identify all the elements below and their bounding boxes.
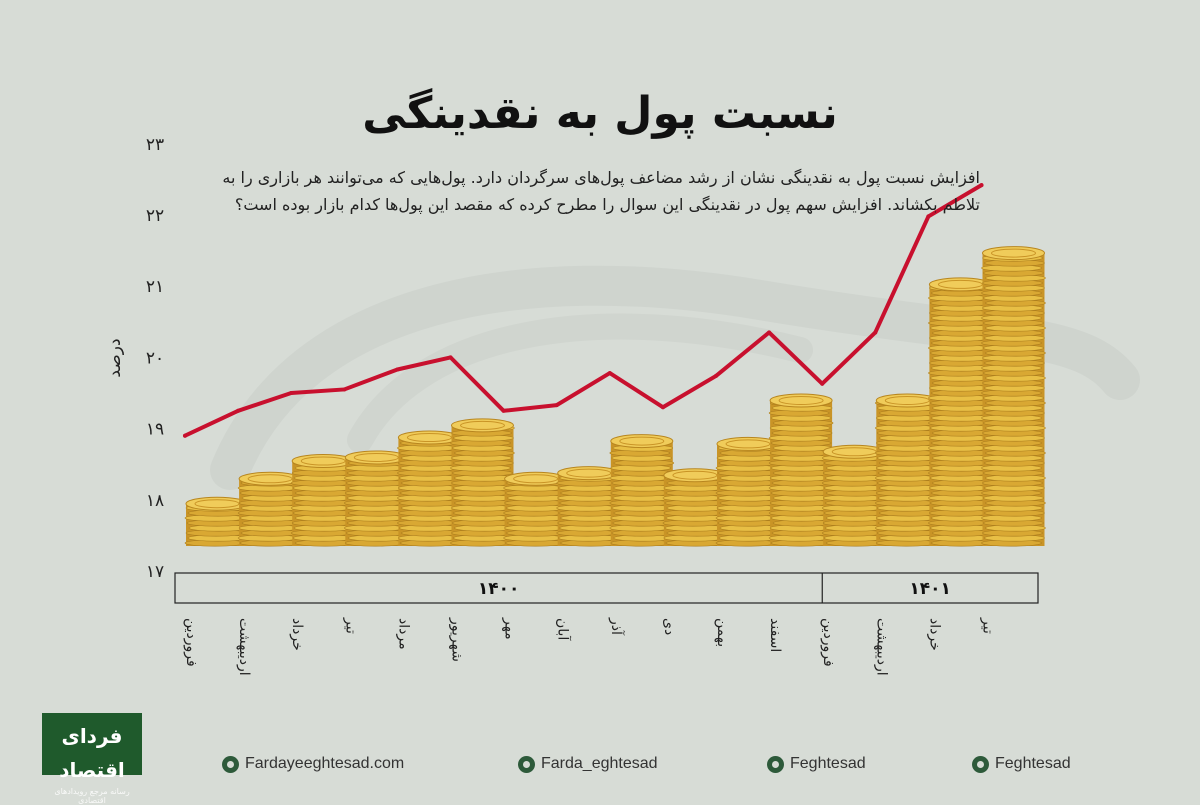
y-tick-label: ۱۷ [146, 562, 164, 582]
y-tick-label: ۲۲ [146, 206, 164, 226]
month-label: تیر [980, 617, 996, 634]
month-label: بهمن [714, 618, 730, 647]
year-bar [174, 572, 1039, 604]
chart-title: نسبت پول به نقدینگی [362, 88, 838, 139]
coin-stack [556, 466, 622, 547]
footer-telegram-text: Feghtesad [790, 755, 866, 772]
data-point [714, 373, 718, 378]
data-point [820, 381, 825, 386]
month-label: آبان [555, 618, 572, 641]
twitter-icon [972, 755, 989, 773]
data-point [607, 371, 612, 376]
footer-twitter[interactable]: Feghtesad [972, 752, 1071, 776]
data-point [873, 330, 878, 335]
y-tick-label: ۱۸ [146, 491, 164, 511]
coin-stack [768, 393, 834, 547]
data-point [979, 183, 984, 188]
watermark [210, 265, 1140, 490]
chart-description: افزایش نسبت پول به نقدینگی نشان از رشد م… [222, 168, 980, 214]
footer-telegram[interactable]: Feghtesad [767, 752, 866, 776]
telegram-icon [767, 755, 784, 773]
y-axis-label: درصد [105, 338, 125, 378]
month-label: تیر [342, 617, 358, 634]
coin-stack [981, 246, 1046, 547]
logo-tagline: رسانه مرجع رویدادهای اقتصادی [54, 787, 130, 805]
coin-stack [290, 454, 356, 547]
year-label: ۱۴۰۰ [478, 579, 520, 599]
coin-stack [450, 418, 515, 547]
coin-stack [715, 436, 781, 547]
month-label: دی [661, 618, 677, 635]
x-axis-month-labels: فروردین اردیبهشت خرداد تیر مرداد شهریور مهر آبا… [183, 617, 996, 676]
y-tick-label: ۱۹ [146, 420, 164, 440]
coin-stacks [184, 246, 1046, 547]
instagram-icon [518, 755, 535, 773]
y-axis-ticks: ۱۷ ۱۸ ۱۹ ۲۰ ۲۱ ۲۲ ۲۳ [146, 135, 164, 582]
data-point [395, 367, 400, 372]
coin-stack [184, 496, 250, 547]
coin-stack [503, 471, 568, 547]
data-point [342, 387, 347, 392]
coin-stack [928, 277, 993, 547]
month-label: شهریور [449, 617, 465, 662]
footer-website[interactable]: Fardayeeghtesad.com [222, 752, 404, 776]
year-label: ۱۴۰۱ [909, 579, 951, 599]
coin-stack [397, 430, 462, 547]
data-point [660, 405, 665, 410]
month-label: اسفند [767, 618, 783, 652]
footer-twitter-text: Feghtesad [995, 755, 1071, 772]
month-label: مهر [502, 617, 518, 640]
data-point [767, 330, 772, 335]
footer-website-text: Fardayeeghtesad.com [245, 755, 405, 772]
line-series-layer [183, 183, 984, 438]
month-label: مرداد [395, 618, 411, 650]
footer-instagram-text: Farda_eghtesad [541, 755, 658, 772]
coin-stack [343, 450, 409, 547]
data-point [448, 355, 453, 360]
coin-stack [662, 468, 728, 547]
month-label: فروردین [183, 618, 199, 667]
y-tick-label: ۲۰ [146, 348, 164, 368]
y-tick-label: ۲۳ [146, 135, 164, 155]
month-label: اردیبهشت [873, 618, 889, 676]
coin-stack [874, 393, 940, 547]
globe-icon [222, 755, 239, 773]
month-label: خرداد [289, 618, 305, 651]
x-axis-year-bar: ۱۴۰۰ ۱۴۰۱ [174, 572, 1039, 604]
month-label: خرداد [926, 618, 942, 651]
data-point [289, 391, 294, 395]
data-point [183, 433, 187, 438]
y-tick-label: ۲۱ [146, 277, 164, 297]
month-label: اردیبهشت [236, 618, 252, 676]
data-point [501, 408, 506, 413]
data-point [236, 408, 241, 413]
footer-instagram[interactable]: Farda_eghtesad [518, 752, 658, 776]
brand-logo: فردای اقتصاد رسانه مرجع رویدادهای اقتصاد… [42, 713, 142, 805]
data-point [554, 403, 559, 408]
logo-name: فردای اقتصاد [59, 724, 125, 782]
line-series [183, 183, 984, 438]
month-label: آذر [608, 617, 625, 636]
data-point [926, 214, 931, 219]
month-label: فروردین [820, 618, 836, 667]
